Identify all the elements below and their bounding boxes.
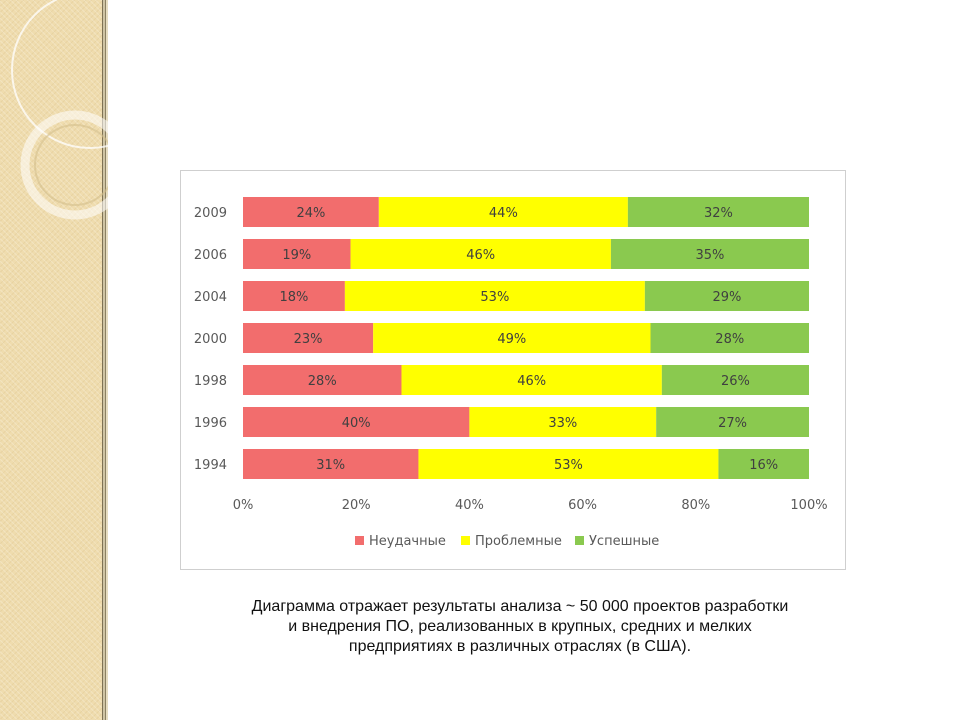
- x-tick-label: 100%: [790, 498, 827, 513]
- bar-segment: [344, 281, 645, 311]
- data-label: 40%: [342, 416, 371, 431]
- data-label: 18%: [279, 290, 308, 305]
- legend-swatch: [575, 536, 584, 545]
- bar-segment: [661, 365, 809, 395]
- data-label: 33%: [548, 416, 577, 431]
- bar-segment: [243, 281, 345, 311]
- data-label: 19%: [282, 248, 311, 263]
- data-label: 46%: [466, 248, 495, 263]
- bar-segment: [650, 323, 809, 353]
- bar-segment: [373, 323, 651, 353]
- data-label: 31%: [316, 458, 345, 473]
- legend-label: Успешные: [589, 534, 659, 549]
- y-tick-label: 1998: [194, 374, 227, 389]
- data-label: 49%: [497, 332, 526, 347]
- caption-line: и внедрения ПО, реализованных в крупных,…: [288, 618, 752, 635]
- stacked-bar-chart: 2009 24% 44% 32% 2006 19% 46% 35% 2004 18% 53% 29% 2…: [194, 197, 828, 549]
- data-label: 23%: [294, 332, 323, 347]
- bar-segment: [243, 239, 351, 269]
- data-label: 28%: [715, 332, 744, 347]
- y-tick-label: 1994: [194, 458, 227, 473]
- data-label: 26%: [721, 374, 750, 389]
- x-tick-label: 0%: [233, 498, 254, 513]
- y-tick-label: 2006: [194, 248, 227, 263]
- deco-circle-inner: [34, 124, 108, 206]
- x-tick-label: 60%: [568, 498, 597, 513]
- decorative-circles: [11, 0, 108, 220]
- chart-frame: 2009 24% 44% 32% 2006 19% 46% 35% 2004 18% 53% 29% 2…: [180, 170, 846, 570]
- x-tick-label: 80%: [681, 498, 710, 513]
- chart-caption: Диаграмма отражает результаты анализа ~ …: [170, 597, 870, 657]
- data-label: 28%: [308, 374, 337, 389]
- x-tick-label: 40%: [455, 498, 484, 513]
- bar-segment: [378, 197, 628, 227]
- bar-segment: [418, 449, 719, 479]
- bar-segment: [350, 239, 611, 269]
- data-label: 29%: [712, 290, 741, 305]
- caption-line: предприятиях в различных отраслях (в США…: [348, 638, 692, 655]
- bar-segment: [243, 449, 419, 479]
- bar-segment: [243, 365, 402, 395]
- bar-segment: [243, 197, 379, 227]
- data-label: 24%: [296, 206, 325, 221]
- data-label: 27%: [718, 416, 747, 431]
- bar-segment: [644, 281, 809, 311]
- bar-segment: [469, 407, 657, 437]
- data-label: 32%: [704, 206, 733, 221]
- x-tick-label: 20%: [342, 498, 371, 513]
- deco-circle-ring: [20, 110, 108, 220]
- data-label: 35%: [695, 248, 724, 263]
- data-label: 16%: [749, 458, 778, 473]
- legend-swatch: [355, 536, 364, 545]
- deco-circle-large: [11, 0, 108, 149]
- sidebar-edge: [102, 0, 108, 720]
- legend-label: Проблемные: [475, 534, 562, 549]
- data-label: 44%: [489, 206, 518, 221]
- caption-line: Диаграмма отражает результаты анализа ~ …: [251, 598, 789, 615]
- data-label: 53%: [554, 458, 583, 473]
- bar-segment: [401, 365, 662, 395]
- bar-segment: [656, 407, 809, 437]
- bar-segment: [610, 239, 809, 269]
- legend-label: Неудачные: [369, 534, 446, 549]
- bar-segment: [718, 449, 809, 479]
- data-label: 46%: [517, 374, 546, 389]
- bar-segment: [627, 197, 809, 227]
- data-label: 53%: [480, 290, 509, 305]
- bar-segment: [243, 323, 374, 353]
- y-tick-label: 2004: [194, 290, 227, 305]
- y-tick-label: 1996: [194, 416, 227, 431]
- y-tick-label: 2000: [194, 332, 227, 347]
- bar-segment: [243, 407, 470, 437]
- legend-swatch: [461, 536, 470, 545]
- y-tick-label: 2009: [194, 206, 227, 221]
